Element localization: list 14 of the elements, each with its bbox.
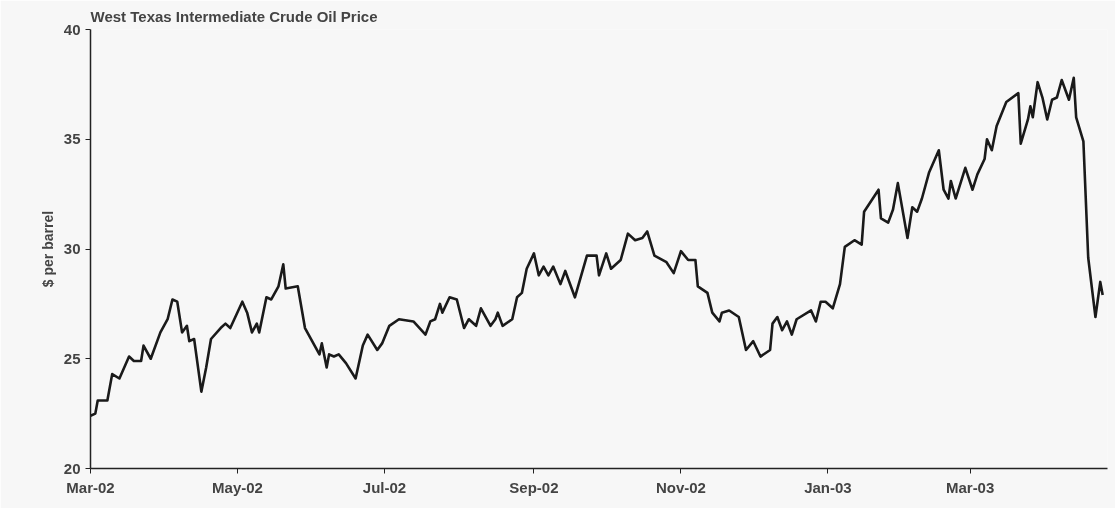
chart-title: West Texas Intermediate Crude Oil Price	[90, 7, 378, 25]
y-tick-label: 35	[63, 130, 81, 148]
y-axis-title: $ per barrel	[39, 210, 56, 288]
y-tick-label: 25	[63, 349, 81, 367]
x-tick-label: Nov-02	[655, 478, 706, 496]
x-tick-label: Jan-03	[804, 478, 852, 496]
x-tick-label: Jul-02	[362, 478, 407, 496]
x-tick-label: Mar-03	[945, 478, 995, 496]
x-tick-label: Sep-02	[509, 478, 559, 496]
y-tick-label: 40	[63, 20, 81, 38]
y-tick-label: 30	[63, 240, 81, 257]
x-tick-label: Mar-02	[66, 478, 115, 496]
x-tick-label: May-02	[212, 478, 263, 496]
y-tick-label: 20	[63, 459, 81, 477]
